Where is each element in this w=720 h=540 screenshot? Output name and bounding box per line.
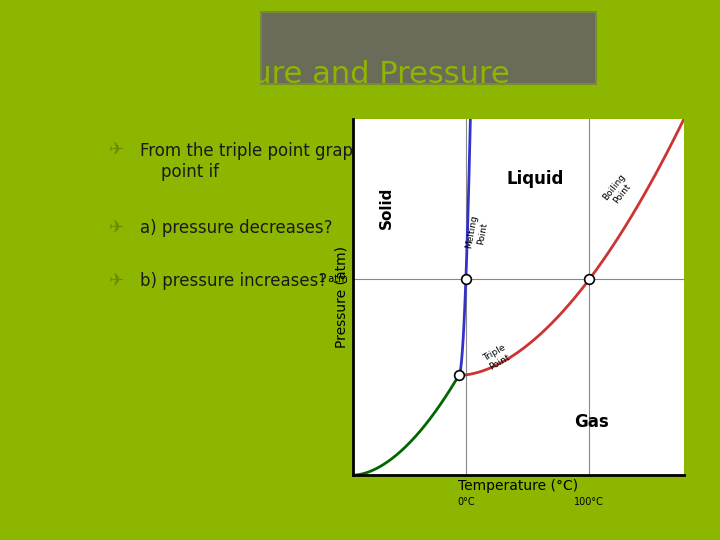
Text: Gas: Gas: [574, 413, 608, 431]
Text: Melting
Point: Melting Point: [464, 214, 490, 251]
Bar: [261, 11, 596, 84]
Text: 0°C: 0°C: [457, 497, 474, 507]
X-axis label: Temperature (°C): Temperature (°C): [459, 480, 578, 494]
Text: 100°C: 100°C: [575, 497, 604, 507]
Text: Solid: Solid: [379, 187, 393, 229]
Y-axis label: Pressure (atm): Pressure (atm): [335, 246, 348, 348]
Text: ✈: ✈: [109, 273, 125, 291]
Text: ✈: ✈: [109, 142, 125, 160]
Text: ✈: ✈: [109, 219, 125, 237]
Text: Liquid: Liquid: [506, 171, 564, 188]
Text: Temperature and Pressure: Temperature and Pressure: [109, 60, 510, 89]
Text: From the triple point graph, what happens to boiling
    point if: From the triple point graph, what happen…: [140, 142, 574, 181]
Text: a) pressure decreases?: a) pressure decreases?: [140, 219, 333, 237]
Text: Triple
Point: Triple Point: [482, 343, 513, 372]
Text: b) pressure increases?: b) pressure increases?: [140, 273, 327, 291]
Text: 1 atm: 1 atm: [319, 274, 348, 284]
Text: Boiling
Point: Boiling Point: [600, 172, 635, 208]
